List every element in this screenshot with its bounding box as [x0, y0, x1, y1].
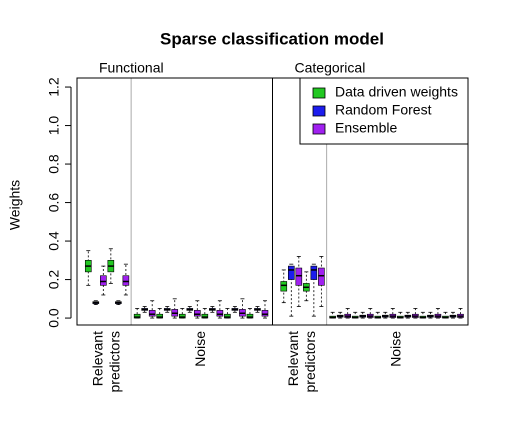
panel-title: Functional: [99, 60, 164, 76]
box: [287, 265, 295, 280]
box: [194, 310, 201, 317]
box: [224, 313, 231, 319]
y-tick-label: 0.4: [46, 231, 62, 251]
box: [261, 310, 269, 317]
panel-title: Categorical: [295, 60, 366, 76]
box: [280, 281, 288, 292]
box: [100, 275, 107, 286]
legend-label: Random Forest: [335, 102, 432, 118]
box: [246, 313, 254, 319]
y-tick-label: 1.0: [46, 116, 62, 136]
plot-frame: [76, 77, 469, 326]
legend-swatch: [312, 123, 326, 135]
legend-label: Data driven weights: [335, 84, 458, 100]
box: [310, 265, 318, 280]
box: [148, 310, 156, 317]
y-tick-label: 0.2: [46, 270, 62, 290]
legend: [299, 77, 469, 145]
box: [178, 313, 186, 319]
group-label: Noise: [387, 331, 403, 367]
y-tick-label: 0.8: [46, 154, 62, 174]
group-label: Noise: [192, 331, 208, 367]
group-label: Relevant: [89, 331, 105, 386]
box: [216, 310, 224, 317]
box: [122, 275, 130, 286]
box: [156, 313, 164, 319]
y-axis-label: Weights: [7, 180, 23, 230]
y-tick-label: 0.6: [46, 193, 62, 213]
box: [318, 267, 325, 286]
group-label: predictors: [106, 331, 122, 392]
box: [133, 313, 141, 319]
legend-swatch: [312, 87, 326, 99]
group-label: Relevant: [285, 331, 301, 386]
chart-title: Sparse classification model: [160, 29, 384, 48]
legend-swatch: [312, 105, 326, 117]
y-tick-label: 1.2: [46, 77, 62, 97]
legend-label: Ensemble: [335, 120, 397, 136]
box: [295, 267, 303, 286]
y-tick-label: 0.0: [46, 308, 62, 328]
box: [201, 313, 209, 319]
group-label: predictors: [302, 331, 318, 392]
